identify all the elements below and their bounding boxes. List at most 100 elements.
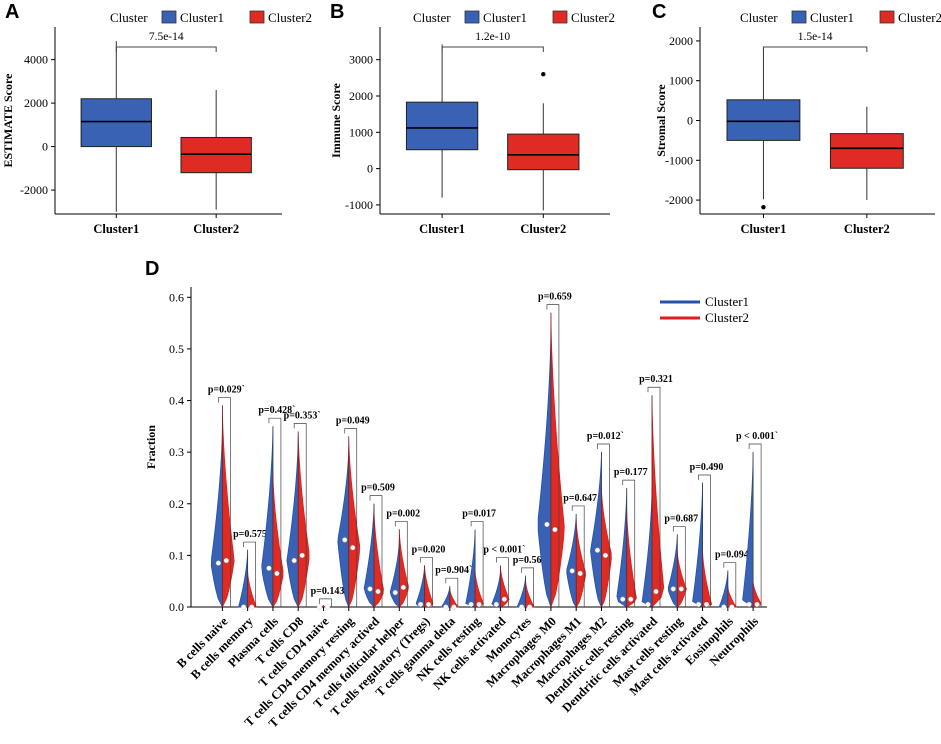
violin-cluster2 — [474, 570, 484, 608]
significance-bracket — [115, 46, 217, 52]
p-value-label: p=0.177 — [614, 467, 648, 478]
median-point — [527, 604, 533, 610]
violin-cluster1 — [590, 451, 602, 608]
median-point — [426, 601, 432, 607]
panel-a-boxplot: A Cluster Cluster1 Cluster2 -2000 0 2000 4000 ES… — [1, 1, 312, 236]
y-tick-label: 0.6 — [169, 290, 184, 304]
median-point — [721, 604, 727, 610]
median-point — [468, 601, 474, 607]
legend-label-cluster1: Cluster1 — [810, 10, 854, 25]
p-value-label: p=0.020 — [412, 545, 446, 556]
median-point — [696, 601, 702, 607]
panel-letter: C — [652, 1, 666, 23]
median-point — [215, 560, 221, 566]
y-tick-label: 0 — [687, 114, 693, 128]
median-point — [375, 588, 381, 595]
p-value-label: p=0.002 — [386, 508, 420, 519]
p-value-label: p=0.143 — [311, 586, 345, 597]
median-point — [645, 601, 651, 607]
legend-swatch-cluster1 — [464, 10, 480, 24]
median-point — [594, 547, 601, 553]
median-point — [241, 604, 247, 610]
p-value-label: p < 0.001` — [736, 431, 778, 442]
median-point — [476, 601, 482, 607]
median-point — [392, 589, 398, 596]
median-point — [418, 601, 424, 607]
y-tick-label: -2000 — [665, 193, 693, 207]
y-tick-label: -1000 — [345, 198, 373, 212]
violin-cluster1 — [261, 426, 274, 608]
violin-cluster1 — [337, 446, 350, 608]
legend-label-cluster1: Cluster1 — [180, 10, 224, 25]
panel-letter: B — [330, 1, 344, 23]
y-tick-label: 0 — [367, 162, 373, 176]
significance-bracket — [470, 521, 484, 607]
significance-bracket — [420, 557, 433, 607]
p-value-label: p=0.904` — [435, 565, 472, 576]
violin-cluster2 — [373, 508, 384, 608]
significance-bracket — [441, 46, 544, 52]
y-tick-label: 2000 — [349, 89, 373, 103]
p-value-label: p=0.049 — [336, 416, 370, 427]
p-value-label: 1.2e-10 — [475, 31, 510, 43]
y-tick-label: -1000 — [665, 153, 693, 167]
median-point — [670, 586, 676, 592]
p-value-label: 7.5e-14 — [149, 31, 184, 43]
violin-cluster1 — [465, 529, 476, 608]
median-point — [754, 601, 760, 607]
median-point — [249, 604, 255, 610]
legend-swatch-cluster1 — [161, 10, 177, 24]
significance-bracket — [344, 428, 358, 607]
significance-bracket — [597, 443, 610, 607]
y-tick-label: 3000 — [349, 53, 373, 67]
violin-cluster2 — [575, 519, 587, 608]
violin-cluster2 — [297, 431, 310, 608]
median-point — [519, 604, 525, 610]
p-value-label: p=0.569 — [513, 555, 547, 566]
y-axis-label: Fraction — [144, 425, 158, 469]
outlier-point — [541, 72, 546, 77]
y-tick-label: 0.3 — [169, 445, 184, 459]
legend-label-cluster2: Cluster2 — [898, 10, 941, 25]
violin-cluster2 — [550, 312, 565, 608]
legend-swatch-cluster2 — [552, 10, 568, 24]
significance-bracket — [647, 386, 661, 607]
violin-cluster1 — [641, 487, 653, 608]
y-tick-label: 1000 — [349, 125, 373, 139]
median-point — [350, 545, 356, 551]
x-tick-label: Cluster1 — [419, 222, 465, 236]
legend-title: Cluster — [740, 10, 778, 25]
y-tick-label: 4000 — [24, 53, 48, 67]
y-tick-label: 2000 — [669, 34, 693, 48]
panel-c-boxplot: C Cluster Cluster1 Cluster2 -2000 -1000 0 1000 2… — [652, 1, 941, 236]
median-point — [544, 521, 550, 527]
significance-bracket — [268, 417, 282, 607]
significance-bracket — [293, 423, 307, 607]
x-tick-label: Cluster1 — [741, 222, 787, 236]
box-cluster2 — [507, 133, 580, 171]
p-value-label: p=0.687 — [664, 514, 698, 525]
violin-cluster1 — [692, 482, 703, 608]
box-cluster1 — [405, 101, 479, 151]
violin-cluster1 — [491, 570, 501, 608]
violin-cluster1 — [238, 549, 249, 608]
p-value-label: p=0.428` — [258, 405, 295, 416]
significance-bracket — [546, 304, 560, 607]
violin-cluster2 — [247, 570, 257, 608]
legend-label-cluster1: Cluster1 — [483, 10, 527, 25]
violin-cluster1 — [363, 503, 375, 608]
legend-title: Cluster — [413, 10, 451, 25]
y-axis-label: Immune Score — [329, 82, 343, 157]
violin-cluster2 — [499, 565, 510, 608]
significance-bracket — [521, 567, 534, 607]
p-value-label: p=0.017 — [462, 508, 496, 519]
x-tick-label: Cluster2 — [520, 222, 566, 236]
violin-cluster2 — [525, 580, 535, 608]
p-value-label: p=0.659 — [538, 292, 572, 303]
median-point — [746, 601, 752, 607]
median-point — [678, 586, 684, 592]
p-value-label: p=0.353` — [284, 410, 321, 421]
median-point — [400, 584, 406, 590]
median-point — [493, 601, 499, 607]
violin-cluster1 — [537, 327, 552, 608]
